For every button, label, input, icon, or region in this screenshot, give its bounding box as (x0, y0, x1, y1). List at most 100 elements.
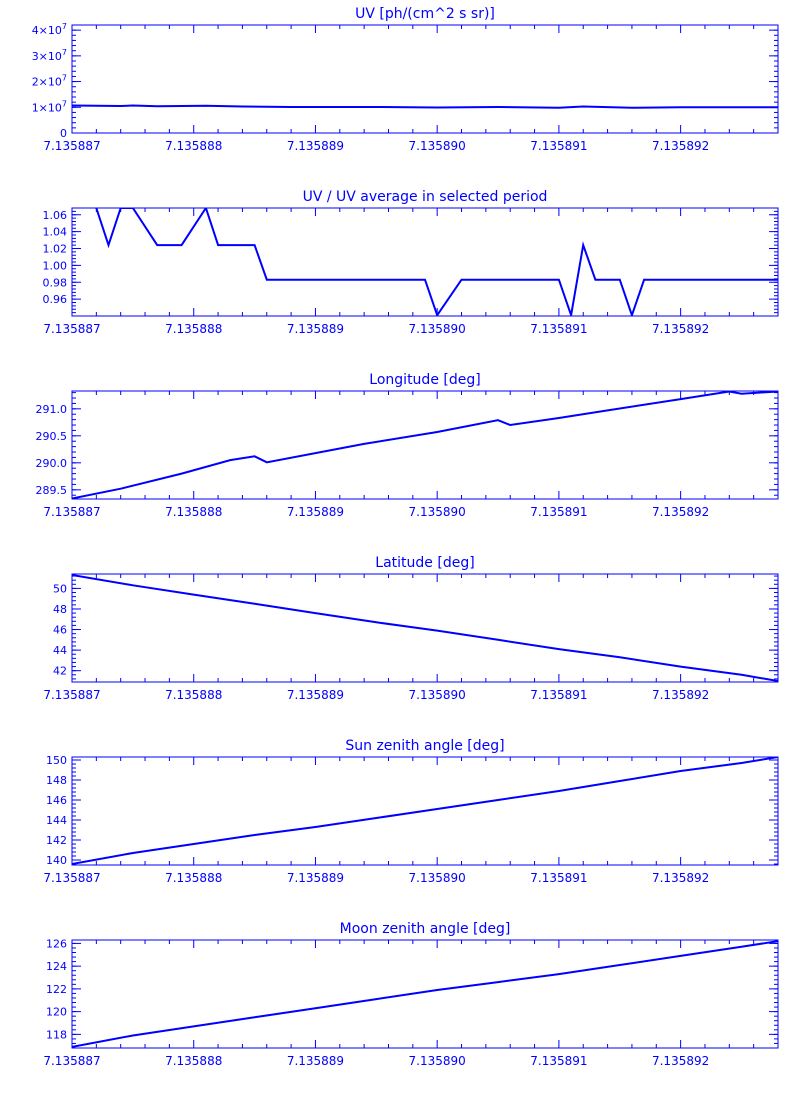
chart-panel-3: Longitude [deg] 7.135887 7.135888 7.135889 7… (36, 372, 779, 519)
chart-panel-5: Sun zenith angle [deg] 7.135887 7.135888 7.… (43, 738, 779, 885)
series-line-1 (72, 757, 778, 865)
x-tick-label: 7.135892 (652, 505, 709, 519)
x-tick-label: 7.135887 (43, 139, 100, 153)
x-tick-label: 7.135889 (287, 1054, 344, 1068)
y-tick-label-mantissa: 44 (53, 644, 67, 657)
y-tick-label: 142 (46, 834, 67, 847)
x-tick-label: 7.135889 (287, 139, 344, 153)
y-tick-label-mantissa: 118 (46, 1028, 67, 1041)
plot-frame (71, 756, 779, 866)
y-tick-label-mantissa: 46 (53, 624, 67, 637)
x-tick-label: 7.135887 (43, 1054, 100, 1068)
y-tick-label: 42 (53, 665, 67, 678)
x-tick-label: 7.135891 (530, 139, 587, 153)
y-tick-label: 1.02 (43, 243, 68, 256)
chart-title: UV [ph/(cm^2 s sr)] (355, 6, 495, 22)
plot-frame (71, 939, 779, 1049)
chart-title: UV / UV average in selected period (303, 189, 548, 205)
y-tick-label-mantissa: 126 (46, 937, 67, 950)
y-tick-label-exponent: 7 (62, 99, 67, 108)
x-tick-label: 7.135891 (530, 871, 587, 885)
x-tick-label: 7.135892 (652, 688, 709, 702)
x-tick-label: 7.135892 (652, 1054, 709, 1068)
x-tick-label: 7.135888 (165, 505, 222, 519)
series-line-1 (72, 574, 778, 682)
y-tick-label: 4×107 (32, 22, 67, 37)
y-tick-label: 144 (46, 814, 67, 827)
y-tick-label-mantissa: 291.0 (36, 403, 68, 416)
x-tick-label: 7.135889 (287, 505, 344, 519)
chart-title: Sun zenith angle [deg] (345, 738, 504, 754)
y-tick-label: 0 (60, 127, 67, 140)
series-line-1 (72, 391, 778, 499)
x-tick-label: 7.135891 (530, 505, 587, 519)
x-tick-label: 7.135890 (409, 871, 466, 885)
y-tick-label-mantissa: 289.5 (36, 484, 68, 497)
x-tick-label: 7.135888 (165, 139, 222, 153)
y-tick-label-mantissa: 4×10 (32, 24, 62, 37)
y-tick-label-mantissa: 1×10 (32, 101, 62, 114)
y-tick-label-mantissa: 1.00 (43, 259, 68, 272)
plot-frame (71, 573, 779, 683)
y-tick-label-mantissa: 142 (46, 834, 67, 847)
series-line-1 (72, 940, 778, 1048)
x-tick-label: 7.135889 (287, 322, 344, 336)
x-tick-label: 7.135890 (409, 1054, 466, 1068)
x-tick-label: 7.135888 (165, 1054, 222, 1068)
x-tick-label: 7.135887 (43, 505, 100, 519)
y-tick-label-exponent: 7 (62, 74, 67, 83)
x-tick-label: 7.135889 (287, 688, 344, 702)
y-tick-label-mantissa: 0 (60, 127, 67, 140)
y-tick-label: 146 (46, 794, 67, 807)
y-tick-label: 122 (46, 983, 67, 996)
chart-title: Longitude [deg] (369, 372, 480, 388)
chart-panel-2: UV / UV average in selected period 7.1358… (43, 189, 779, 336)
chart-panel-4: Latitude [deg] 7.135887 7.135888 7.135889 7.… (43, 555, 779, 702)
y-tick-label: 124 (46, 960, 67, 973)
y-tick-label: 1.06 (43, 209, 68, 222)
x-tick-label: 7.135888 (165, 688, 222, 702)
y-tick-label: 120 (46, 1006, 67, 1019)
y-tick-label-mantissa: 120 (46, 1006, 67, 1019)
y-tick-label: 126 (46, 937, 67, 950)
x-tick-label: 7.135890 (409, 505, 466, 519)
x-tick-label: 7.135888 (165, 322, 222, 336)
y-tick-label: 290.5 (36, 430, 68, 443)
y-tick-label: 118 (46, 1028, 67, 1041)
y-tick-label: 150 (46, 754, 67, 767)
y-tick-label-mantissa: 2×10 (32, 76, 62, 89)
y-tick-label: 140 (46, 854, 67, 867)
y-tick-label-mantissa: 0.96 (43, 293, 68, 306)
y-tick-label: 291.0 (36, 403, 68, 416)
y-tick-label-mantissa: 48 (53, 603, 67, 616)
y-tick-label: 50 (53, 582, 67, 595)
y-tick-label-mantissa: 140 (46, 854, 67, 867)
x-tick-label: 7.135892 (652, 322, 709, 336)
x-tick-label: 7.135890 (409, 322, 466, 336)
x-tick-label: 7.135890 (409, 139, 466, 153)
x-tick-label: 7.135891 (530, 1054, 587, 1068)
y-tick-label-mantissa: 148 (46, 774, 67, 787)
y-tick-label-mantissa: 0.98 (43, 276, 68, 289)
chart-panel-6: Moon zenith angle [deg] 7.135887 7.135888 7… (43, 921, 779, 1068)
x-tick-label: 7.135887 (43, 871, 100, 885)
y-tick-label-mantissa: 1.06 (43, 209, 68, 222)
y-tick-label-exponent: 7 (62, 22, 67, 31)
y-tick-label-exponent: 7 (62, 48, 67, 57)
y-tick-label: 1.00 (43, 259, 68, 272)
y-tick-label: 0.98 (43, 276, 68, 289)
y-tick-label-mantissa: 124 (46, 960, 67, 973)
y-tick-label-mantissa: 42 (53, 665, 67, 678)
y-tick-label-mantissa: 144 (46, 814, 67, 827)
y-tick-label-mantissa: 3×10 (32, 50, 62, 63)
y-tick-label-mantissa: 122 (46, 983, 67, 996)
y-tick-label: 289.5 (36, 484, 68, 497)
y-tick-label-mantissa: 1.04 (43, 226, 68, 239)
y-tick-label: 46 (53, 624, 67, 637)
chart-title: Moon zenith angle [deg] (340, 921, 511, 937)
series-line-1 (72, 104, 778, 109)
x-tick-label: 7.135891 (530, 322, 587, 336)
y-tick-label-mantissa: 290.5 (36, 430, 68, 443)
y-tick-label: 44 (53, 644, 67, 657)
